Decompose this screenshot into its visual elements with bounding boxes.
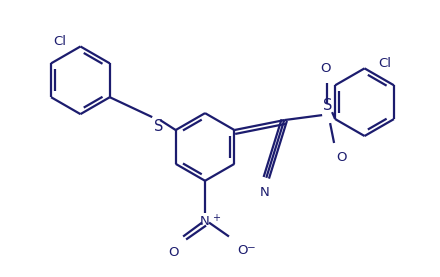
Text: +: +	[212, 213, 220, 223]
Text: Cl: Cl	[54, 35, 66, 48]
Text: N: N	[260, 186, 269, 199]
Text: Cl: Cl	[378, 57, 392, 70]
Text: −: −	[247, 243, 256, 253]
Text: O: O	[320, 62, 330, 75]
Text: O: O	[237, 245, 247, 257]
Text: O: O	[336, 151, 347, 164]
Text: N: N	[200, 215, 210, 228]
Text: O: O	[168, 247, 178, 260]
Text: S: S	[323, 98, 333, 113]
Text: S: S	[154, 119, 164, 134]
